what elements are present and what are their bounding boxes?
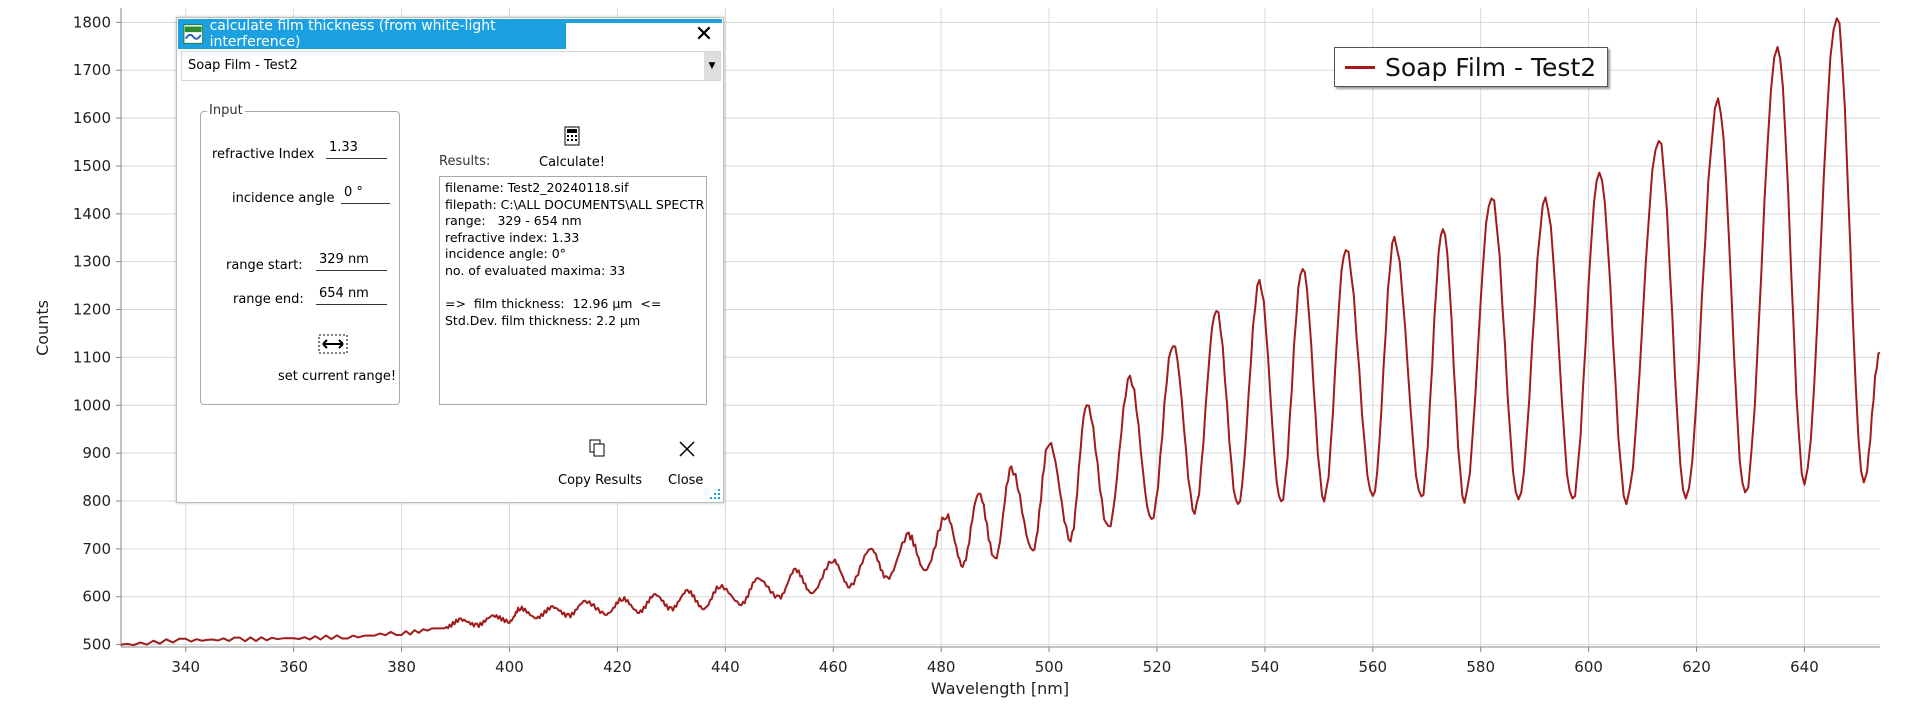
- dialog-title-bar[interactable]: calculate film thickness (from white-lig…: [178, 18, 566, 50]
- y-tick-label: 1600: [73, 109, 111, 127]
- y-tick-label: 700: [82, 540, 111, 558]
- y-tick-label: 1500: [73, 157, 111, 175]
- incidence-angle-label: incidence angle: [232, 191, 335, 206]
- x-tick-label: 600: [1574, 658, 1603, 676]
- x-tick-label: 380: [387, 658, 416, 676]
- y-tick-label: 1800: [73, 13, 111, 31]
- calculate-button[interactable]: Calculate!: [539, 155, 605, 170]
- chart-legend: Soap Film - Test2: [1334, 47, 1608, 87]
- y-tick-label: 600: [82, 588, 111, 606]
- x-tick-label: 420: [603, 658, 632, 676]
- y-tick-label: 800: [82, 492, 111, 510]
- series-line-soap-film: [120, 17, 1881, 647]
- range-end-label: range end:: [233, 292, 304, 307]
- y-tick-label: 1400: [73, 205, 111, 223]
- set-range-button[interactable]: set current range!: [278, 369, 397, 384]
- set-range-icon[interactable]: [318, 334, 348, 354]
- input-group: Input: [200, 103, 400, 405]
- x-tick-label: 460: [819, 658, 848, 676]
- input-group-label: Input: [207, 103, 245, 118]
- results-label: Results:: [439, 154, 491, 169]
- incidence-angle-input[interactable]: 0 °: [341, 184, 390, 204]
- x-tick-label: 540: [1251, 658, 1280, 676]
- legend-label: Soap Film - Test2: [1385, 52, 1597, 82]
- close-button[interactable]: Close: [668, 473, 704, 488]
- range-start-label: range start:: [226, 258, 303, 273]
- copy-icon[interactable]: [589, 439, 605, 457]
- app-icon: [183, 24, 204, 44]
- y-tick-label: 1300: [73, 253, 111, 271]
- x-tick-label: 640: [1790, 658, 1819, 676]
- close-x-icon[interactable]: ✕: [694, 21, 714, 47]
- y-tick-label: 900: [82, 444, 111, 462]
- y-tick-label: 1700: [73, 61, 111, 79]
- refractive-index-input[interactable]: 1.33: [326, 139, 387, 159]
- x-axis-label: Wavelength [nm]: [931, 679, 1069, 698]
- range-start-input[interactable]: 329 nm: [316, 251, 387, 271]
- dialog-title: calculate film thickness (from white-lig…: [209, 18, 496, 50]
- range-end-input[interactable]: 654 nm: [316, 285, 387, 305]
- x-tick-label: 580: [1466, 658, 1495, 676]
- copy-results-button[interactable]: Copy Results: [558, 473, 643, 488]
- chevron-down-icon[interactable]: ▼: [704, 52, 720, 80]
- dataset-select[interactable]: Soap Film - Test2 ▼: [181, 51, 721, 81]
- y-tick-label: 1200: [73, 301, 111, 319]
- y-tick-label: 500: [82, 636, 111, 654]
- x-tick-label: 480: [927, 658, 956, 676]
- x-tick-label: 560: [1358, 658, 1387, 676]
- x-tick-label: 520: [1143, 658, 1172, 676]
- legend-line-swatch: [1345, 65, 1375, 69]
- x-tick-label: 340: [171, 658, 200, 676]
- x-tick-labels: 340 360 380 400 420 440 460 480 500 520 540 560 580 6…: [171, 658, 1818, 676]
- x-tick-label: 360: [279, 658, 308, 676]
- film-thickness-dialog: calculate film thickness (from white-lig…: [176, 17, 724, 503]
- dataset-select-value: Soap Film - Test2: [188, 58, 298, 73]
- title-accent-strip: [566, 19, 722, 23]
- x-tick-label: 440: [711, 658, 740, 676]
- y-tick-label: 1100: [73, 348, 111, 366]
- x-tick-label: 400: [495, 658, 524, 676]
- x-tick-label: 620: [1682, 658, 1711, 676]
- y-axis-label: Counts: [33, 300, 52, 356]
- resize-grip-icon[interactable]: [709, 488, 721, 500]
- x-tick-label: 500: [1035, 658, 1064, 676]
- y-tick-labels: 500 600 700 800 900 1000 1100 1200 1300 1400 1500 1…: [73, 13, 111, 653]
- y-tick-label: 1000: [73, 396, 111, 414]
- calculator-icon[interactable]: [564, 126, 580, 146]
- close-icon[interactable]: [678, 440, 696, 458]
- results-textbox[interactable]: filename: Test2_20240118.sif filepath: C…: [439, 176, 707, 405]
- refractive-index-label: refractive Index: [212, 147, 315, 162]
